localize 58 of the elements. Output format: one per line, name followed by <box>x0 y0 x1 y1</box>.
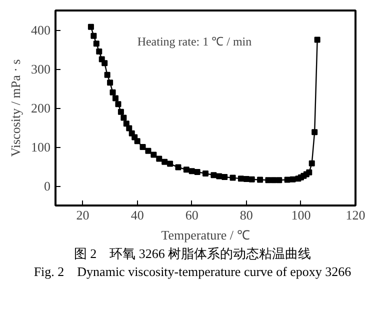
point <box>202 170 208 177</box>
annotation: Heating rate: 1 ℃ / min <box>137 34 252 49</box>
point <box>93 40 100 47</box>
point <box>308 160 315 166</box>
point <box>183 166 190 173</box>
y-tick-label: 200 <box>31 100 50 116</box>
point <box>118 108 124 115</box>
point <box>276 177 282 184</box>
x-tick-label: 100 <box>291 208 311 222</box>
point <box>194 168 200 175</box>
point <box>115 101 122 108</box>
caption: Fig. 2 Dynamic viscosity-temperature curve of epoxy 3266 <box>34 263 352 281</box>
point <box>162 158 168 165</box>
point <box>123 120 130 127</box>
point <box>270 177 277 184</box>
point <box>90 32 97 39</box>
point <box>150 152 157 158</box>
point <box>140 144 146 150</box>
point <box>257 176 264 183</box>
point <box>145 148 152 154</box>
point <box>216 173 222 180</box>
point <box>238 176 244 182</box>
point <box>96 48 102 54</box>
y-tick-label: 400 <box>31 22 50 38</box>
point <box>107 80 114 86</box>
point <box>312 129 318 136</box>
point <box>167 160 174 167</box>
point <box>112 95 118 102</box>
point <box>248 176 255 182</box>
y-tick-label: 300 <box>31 62 50 76</box>
point <box>104 72 110 78</box>
point <box>210 172 217 178</box>
y-tick-label: 0 <box>44 178 50 194</box>
point <box>110 89 116 96</box>
point <box>230 174 236 181</box>
point <box>175 164 182 170</box>
y-axis-title: Viscosity / mPa · s <box>8 59 23 157</box>
y-tick-label: 100 <box>31 140 50 154</box>
point <box>306 169 312 176</box>
point <box>102 60 108 66</box>
point <box>314 36 320 43</box>
point <box>265 177 272 184</box>
point <box>243 176 250 182</box>
point <box>120 114 127 121</box>
x-tick-label: 60 <box>185 208 198 222</box>
point <box>126 125 132 132</box>
point <box>134 138 140 144</box>
x-tick-label: 20 <box>76 208 90 222</box>
point <box>222 174 228 180</box>
x-tick-label: 80 <box>240 208 253 222</box>
x-tick-label: 120 <box>346 208 366 222</box>
x-axis-title: Temperature / ℃ <box>161 228 250 242</box>
point <box>88 24 94 30</box>
x-tick-label: 40 <box>130 208 144 222</box>
caption: 图 2 环氧 3266 树脂体系的动态粘温曲线 <box>74 245 312 263</box>
point <box>188 168 195 174</box>
point <box>156 156 162 162</box>
point <box>284 176 290 183</box>
